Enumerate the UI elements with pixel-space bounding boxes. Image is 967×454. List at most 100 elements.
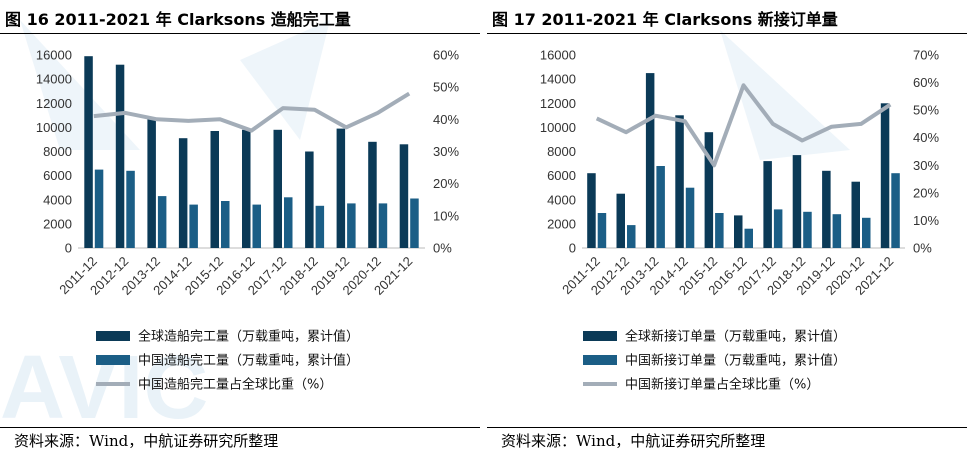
global-bar [792,155,802,248]
global-bar [399,144,409,248]
y-right-tick-label: 10% [913,213,939,228]
y-right-tick-label: 30% [433,144,459,159]
china-bar [252,204,261,248]
figure-17-title: 图 17 2011-2021 年 Clarksons 新接订单量 [492,10,838,29]
global-bar [368,141,377,248]
global-bar [147,117,156,248]
legend-swatch [583,331,617,341]
y-left-tick-label: 6000 [547,168,576,183]
global-bar [763,161,772,248]
china-bar [685,187,695,248]
legend-label: 中国新接订单量占全球比重（%） [625,377,819,393]
y-left-tick-label: 8000 [547,144,576,159]
y-left-tick-label: 0 [569,241,576,256]
figure-16-panel: 图 16 2011-2021 年 Clarksons 造船完工量 0 2000 40… [0,0,480,454]
china-bar [126,170,135,248]
china-bar [627,225,636,248]
y-left-tick-label: 10000 [36,120,72,135]
china-bar [189,204,198,248]
y-left-tick-label: 8000 [43,144,72,159]
china-bar [94,169,104,248]
china-bar [347,203,356,248]
global-bar [273,129,282,248]
figure-16-title: 图 16 2011-2021 年 Clarksons 造船完工量 [5,10,351,29]
y-right-tick-label: 20% [913,185,939,200]
y-right-tick-label: 40% [913,130,939,145]
china-bar [597,213,607,248]
china-bar [315,205,325,248]
global-bar [704,132,714,248]
y-left-tick-label: 0 [65,241,72,256]
global-bar [616,193,625,248]
global-bar [880,103,890,249]
y-right-tick-label: 10% [433,208,459,223]
y-right-tick-label: 30% [913,158,939,173]
figure-17-source: 资料来源：Wind，中航证券研究所整理 [501,432,766,450]
china-bar [221,201,230,248]
global-bar [210,131,219,248]
y-left-tick-label: 16000 [36,48,72,63]
china-bar [891,173,900,248]
bottom-rule [487,427,967,428]
legend-label: 全球造船完工量（万载重吨，累计值） [138,329,359,345]
legend-label: 中国造船完工量占全球比重（%） [138,377,332,393]
y-left-tick-label: 10000 [540,120,576,135]
y-right-tick-label: 70% [913,48,939,63]
y-left-tick-label: 14000 [540,72,576,87]
y-left-tick-label: 2000 [43,216,72,231]
figure-17-chart: 0 2000 4000 6000 8000 10000 12000 14000 16000 0% 1… [540,48,940,393]
y-left-tick-label: 4000 [547,192,576,207]
legend-label: 中国造船完工量（万载重吨，累计值） [138,353,359,369]
y-left-tick-label: 12000 [540,96,576,111]
china-bar [715,213,724,248]
china-bar [832,214,842,248]
china-bar [410,198,419,248]
china-bar [284,197,293,248]
china-bar [744,228,753,248]
global-bar [178,138,188,248]
y-right-tick-label: 0% [913,241,932,256]
title-rule [0,33,480,34]
y-right-tick-label: 60% [913,75,939,90]
global-bar [734,215,743,248]
china-bar [378,203,388,248]
share-line [595,83,892,168]
global-bar [242,129,251,248]
title-rule [487,33,967,34]
y-right-tick-label: 0% [433,241,452,256]
china-bar [656,166,665,248]
y-right-tick-label: 40% [433,112,459,127]
global-bar [115,64,125,248]
y-left-tick-label: 2000 [547,216,576,231]
global-bar [305,151,314,248]
y-left-tick-label: 14000 [36,72,72,87]
global-bar [851,181,860,248]
y-right-tick-label: 50% [433,80,459,95]
figure-17-panel: 图 17 2011-2021 年 Clarksons 新接订单量 0 2000 40… [487,0,967,454]
share-line [93,91,411,133]
global-bar [822,170,831,248]
y-right-tick-label: 20% [433,176,459,191]
legend-label: 全球新接订单量（万载重吨，累计值） [625,329,846,345]
bottom-rule [0,427,480,428]
global-bar [675,115,684,248]
watermark-text: AVIC [0,338,208,438]
china-bar [773,209,783,248]
legend-label: 中国新接订单量（万载重吨，累计值） [625,353,846,369]
global-bar [587,173,596,248]
global-bar [84,56,93,249]
legend-swatch [583,355,617,365]
y-left-tick-label: 12000 [36,96,72,111]
global-bar [645,73,655,248]
y-left-tick-label: 16000 [540,48,576,63]
y-right-tick-label: 60% [433,48,459,63]
china-bar [862,217,871,248]
global-bar [336,128,346,248]
figure-16-source: 资料来源：Wind，中航证券研究所整理 [14,432,279,450]
china-bar [157,196,167,248]
figure-16-chart: 0 2000 4000 6000 8000 10000 12000 14000 16000 0% 1… [36,48,460,393]
china-bar [803,211,812,248]
legend-swatch [96,355,130,365]
y-left-tick-label: 4000 [43,192,72,207]
